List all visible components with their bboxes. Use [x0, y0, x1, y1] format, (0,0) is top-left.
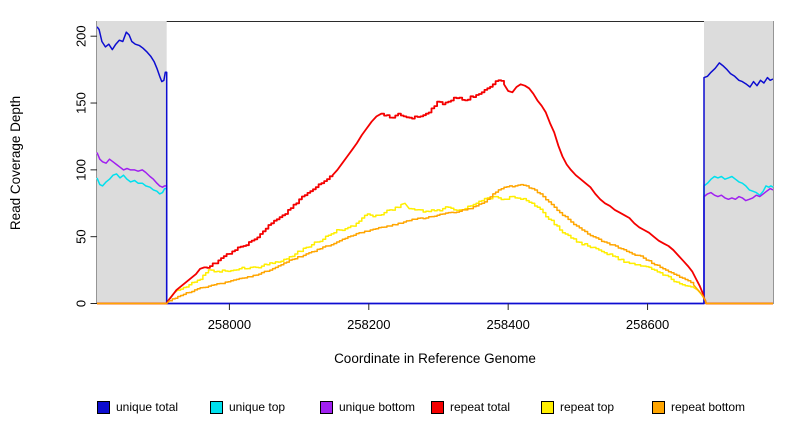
legend-swatch-repeat-total: [431, 400, 444, 414]
y-axis-title: Read Coverage Depth: [8, 96, 23, 230]
series-lines: [96, 26, 774, 305]
y-tick-label: 0: [74, 300, 89, 307]
legend-label: repeat top: [560, 400, 615, 414]
y-tick-label: 50: [74, 229, 89, 243]
legend-item-repeat-top: repeat top: [541, 400, 614, 414]
y-tick-label: 150: [74, 92, 89, 114]
series-line-repeat-top: [97, 195, 773, 305]
coverage-chart: 258000 258200 258400 258600 0 50 100 150 200 Coo…: [8, 21, 774, 366]
x-tick-label: 258600: [626, 317, 669, 332]
legend-swatch-unique-total: [97, 400, 110, 414]
legend-item-repeat-bottom: repeat bottom: [652, 400, 745, 414]
legend-label: unique bottom: [339, 400, 416, 414]
y-tick-label: 200: [74, 25, 89, 47]
shaded-region: [97, 21, 167, 304]
legend-swatch-repeat-top: [541, 400, 554, 414]
legend-label: unique total: [116, 400, 179, 414]
plot-frame: [96, 21, 774, 304]
plot-border: [96, 21, 774, 304]
chart-legend: unique total unique top unique bottom re…: [0, 400, 792, 420]
legend-item-unique-total: unique total: [97, 400, 178, 414]
legend-label: repeat bottom: [671, 400, 746, 414]
x-tick-label: 258000: [208, 317, 251, 332]
axes: 258000 258200 258400 258600 0 50 100 150 200: [74, 25, 670, 332]
x-axis-title: Coordinate in Reference Genome: [334, 351, 536, 366]
legend-swatch-unique-top: [210, 400, 223, 414]
legend-swatch-unique-bottom: [320, 400, 333, 414]
series-line-repeat-bottom: [97, 183, 773, 305]
legend-item-unique-top: unique top: [210, 400, 285, 414]
legend-item-repeat-total: repeat total: [431, 400, 510, 414]
legend-label: unique top: [229, 400, 286, 414]
legend-label: repeat total: [450, 400, 511, 414]
shaded-region: [704, 21, 773, 304]
y-tick-label: 100: [74, 159, 89, 181]
series-line-unique-total: [96, 26, 774, 305]
series-line-repeat-total: [97, 79, 773, 305]
shaded-regions: [97, 21, 773, 304]
legend-swatch-repeat-bottom: [652, 400, 665, 414]
series-line-unique-top: [96, 173, 774, 305]
legend-item-unique-bottom: unique bottom: [320, 400, 415, 414]
x-tick-label: 258200: [347, 317, 390, 332]
x-tick-label: 258400: [486, 317, 529, 332]
